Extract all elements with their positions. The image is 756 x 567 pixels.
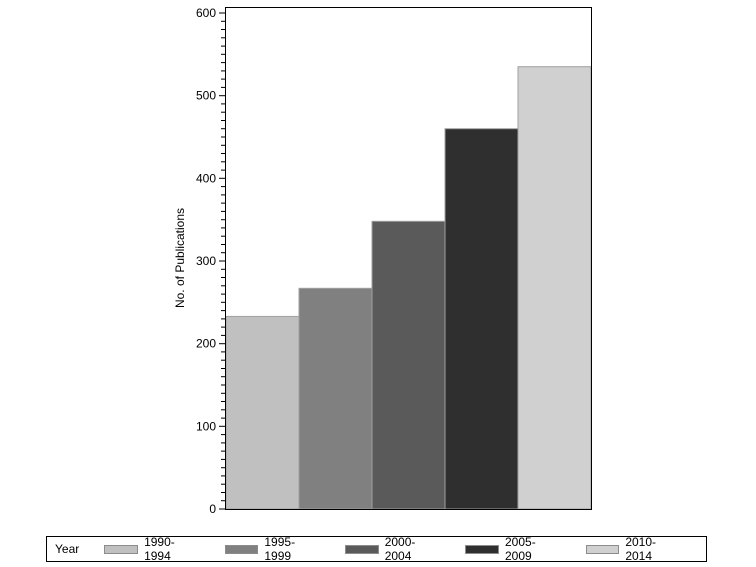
y-tick-label: 200 bbox=[196, 337, 216, 351]
legend-title: Year bbox=[55, 542, 80, 556]
y-tick-label: 300 bbox=[196, 254, 216, 268]
bar-2005-2009 bbox=[444, 128, 519, 510]
legend-item-2005-2009: 2005-2009 bbox=[465, 535, 561, 563]
plot-frame bbox=[225, 7, 592, 510]
legend-label: 1995-1999 bbox=[264, 535, 296, 563]
legend-swatch bbox=[345, 544, 379, 554]
legend-label: 2005-2009 bbox=[505, 535, 536, 563]
y-tick-label: 0 bbox=[209, 502, 216, 516]
legend-item-2000-2004: 2000-2004 bbox=[345, 535, 441, 563]
legend-swatch bbox=[465, 544, 499, 554]
y-tick-label: 500 bbox=[196, 89, 216, 103]
legend-label: 2000-2004 bbox=[384, 535, 416, 563]
legend-label: 1990-1994 bbox=[144, 535, 175, 563]
legend-item-1995-1999: 1995-1999 bbox=[224, 535, 321, 563]
bar-1990-1994 bbox=[225, 315, 300, 510]
y-tick-label: 600 bbox=[196, 6, 216, 20]
bar-1995-1999 bbox=[298, 287, 373, 510]
y-axis-label: No. of Publications bbox=[173, 208, 187, 308]
y-axis: 0 100 200 300 400 500 600 bbox=[196, 6, 225, 516]
legend-item-2010-2014: 2010-2014 bbox=[585, 535, 682, 563]
y-tick-label: 100 bbox=[196, 419, 216, 433]
bar-2010-2014 bbox=[517, 66, 592, 510]
legend-item-1990-1994: 1990-1994 bbox=[104, 535, 200, 563]
legend-swatch bbox=[224, 544, 259, 554]
legend: Year 1990-1994 1995-1999 2000-2004 2005-… bbox=[46, 535, 707, 563]
legend-label: 2010-2014 bbox=[625, 535, 657, 563]
bars-group bbox=[225, 66, 592, 510]
legend-swatch bbox=[104, 544, 139, 554]
y-tick-label: 400 bbox=[196, 171, 216, 185]
bar-2000-2004 bbox=[371, 220, 446, 510]
legend-swatch bbox=[585, 544, 620, 554]
